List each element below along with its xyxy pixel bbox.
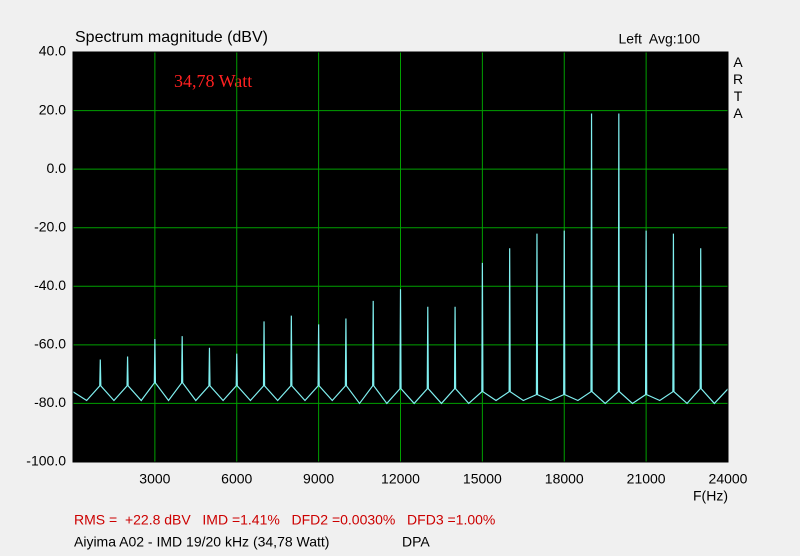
footer-tag: DPA (402, 534, 430, 550)
brand: ARTA (730, 54, 746, 122)
y-tick-label: 20.0 (39, 101, 66, 117)
plot-border (72, 51, 729, 463)
x-tick-label: 24000 (709, 471, 748, 487)
x-tick-label: 15000 (463, 471, 502, 487)
x-tick-label: 12000 (381, 471, 420, 487)
y-tick-label: 40.0 (39, 43, 66, 59)
y-tick-label: -100.0 (26, 453, 66, 469)
y-tick-label: 0.0 (47, 160, 67, 176)
y-tick-label: -20.0 (34, 218, 66, 234)
x-tick-label: 9000 (303, 471, 334, 487)
y-tick-label: -80.0 (34, 394, 66, 410)
x-tick-label: 3000 (139, 471, 170, 487)
footer-desc: Aiyima A02 - IMD 19/20 kHz (34,78 Watt) (74, 534, 329, 550)
x-tick-label: 6000 (221, 471, 252, 487)
x-tick-label: 21000 (627, 471, 666, 487)
annotation: 34,78 Watt (174, 71, 252, 91)
chart-title: Spectrum magnitude (dBV) (75, 29, 268, 46)
y-tick-label: -40.0 (34, 277, 66, 293)
y-tick-label: -60.0 (34, 336, 66, 352)
x-axis-label: F(Hz) (693, 488, 728, 504)
footer-stats: RMS = +22.8 dBV IMD =1.41% DFD2 =0.0030%… (74, 512, 495, 528)
spectrum-line (72, 113, 729, 405)
x-tick-label: 18000 (545, 471, 584, 487)
channel-info: Left Avg:100 (619, 31, 701, 47)
